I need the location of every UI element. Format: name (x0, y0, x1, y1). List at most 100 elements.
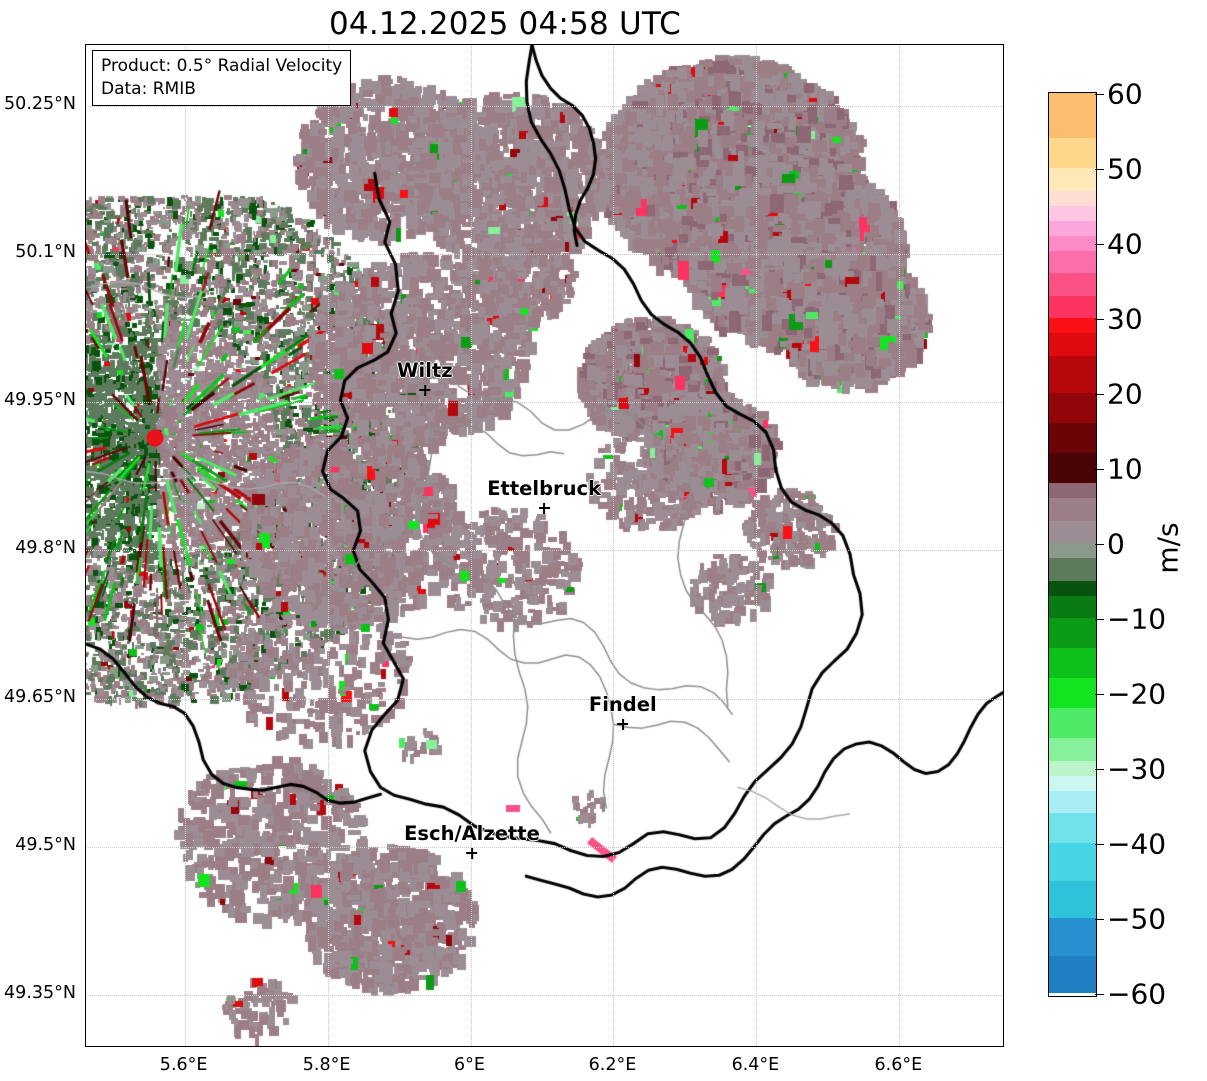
gridline-horizontal (86, 106, 1003, 108)
colorbar-segment (1049, 520, 1096, 543)
colorbar-tick (1095, 768, 1104, 770)
colorbar-segment (1049, 138, 1096, 168)
colorbar-segment (1049, 918, 1096, 956)
info-data-line: Data: RMIB (101, 78, 196, 99)
colorbar-tick (1095, 243, 1104, 245)
colorbar-segment (1049, 333, 1096, 356)
city-name: Esch/Alzette (404, 821, 540, 845)
colorbar-tick (1095, 993, 1104, 995)
gridline-horizontal (86, 846, 1003, 848)
colorbar-tick-label: −30 (1107, 752, 1167, 785)
city-label-findel: Findel (589, 693, 657, 731)
colorbar-segment (1049, 648, 1096, 678)
colorbar-tick-label: −40 (1107, 827, 1167, 860)
colorbar-segment (1049, 453, 1096, 483)
city-name: Ettelbruck (487, 477, 602, 501)
gridline-vertical (756, 45, 758, 1046)
y-axis-tick-label: 49.35°N (4, 982, 76, 1003)
city-cross-marker (487, 501, 601, 515)
product-info-box: Product: 0.5° Radial Velocity Data: RMIB (92, 50, 352, 107)
city-label-esch-alzette: Esch/Alzette (404, 822, 540, 860)
colorbar-unit-label: m/s (1151, 522, 1185, 574)
city-cross-marker (397, 383, 453, 397)
colorbar-tick (1095, 693, 1104, 695)
colorbar-segment (1049, 843, 1096, 881)
city-cross-marker (589, 717, 657, 731)
colorbar-tick (1095, 543, 1104, 545)
x-axis-tick-label: 6°E (454, 1055, 485, 1075)
x-axis-tick-label: 6.6°E (874, 1055, 923, 1075)
y-axis-tick-label: 49.65°N (4, 686, 76, 707)
gridline-horizontal (86, 994, 1003, 996)
city-label-wiltz: Wiltz (397, 359, 453, 397)
colorbar-segment (1049, 775, 1096, 791)
map-plot-area[interactable]: Wiltz Ettelbruck Findel Esch/Alzette (85, 44, 1004, 1047)
colorbar-segment (1049, 595, 1096, 618)
y-axis-tick-label: 50.25°N (4, 94, 76, 115)
city-cross-marker (404, 846, 540, 860)
gridline-horizontal (86, 550, 1003, 552)
y-axis-tick-label: 49.8°N (15, 538, 76, 559)
colorbar-tick (1095, 468, 1104, 470)
y-axis-tick-label: 50.1°N (15, 242, 76, 263)
gridline-horizontal (86, 698, 1003, 700)
colorbar-tick (1095, 843, 1104, 845)
city-label-ettelbruck: Ettelbruck (487, 477, 601, 515)
colorbar-tick-label: 50 (1107, 152, 1143, 185)
colorbar-segment (1049, 318, 1096, 333)
radar-echo-layer (86, 45, 1003, 1046)
x-axis-tick-label: 5.8°E (302, 1055, 351, 1075)
colorbar-tick-label: 0 (1107, 527, 1125, 560)
colorbar-segment (1049, 678, 1096, 708)
colorbar-tick-label: 60 (1107, 77, 1143, 110)
colorbar-segment (1049, 393, 1096, 423)
colorbar-segment (1049, 220, 1096, 236)
y-axis-tick-label: 49.5°N (15, 834, 76, 855)
colorbar (1048, 92, 1097, 997)
colorbar-tick-label: −10 (1107, 602, 1167, 635)
colorbar-tick (1095, 618, 1104, 620)
gridline-vertical (184, 45, 186, 1046)
colorbar-segment (1049, 760, 1096, 776)
colorbar-tick-label: 30 (1107, 302, 1143, 335)
colorbar-tick-label: 10 (1107, 452, 1143, 485)
colorbar-segment (1049, 423, 1096, 453)
colorbar-segment (1049, 168, 1096, 191)
gridline-vertical (327, 45, 329, 1046)
colorbar-tick-label: −20 (1107, 677, 1167, 710)
x-axis-tick-label: 6.4°E (731, 1055, 780, 1075)
colorbar-segment (1049, 483, 1096, 498)
colorbar-tick-label: 20 (1107, 377, 1143, 410)
colorbar-segment (1049, 580, 1096, 596)
radar-site-marker (146, 429, 164, 447)
gridline-vertical (470, 45, 472, 1046)
colorbar-segment (1049, 618, 1096, 648)
colorbar-segment (1049, 790, 1096, 813)
colorbar-tick (1095, 918, 1104, 920)
colorbar-segment (1049, 355, 1096, 393)
colorbar-tick-label: −50 (1107, 902, 1167, 935)
colorbar-segment (1049, 955, 1096, 993)
gridline-vertical (613, 45, 615, 1046)
colorbar-tick (1095, 318, 1104, 320)
colorbar-segment (1049, 543, 1096, 558)
info-product-line: Product: 0.5° Radial Velocity (101, 56, 343, 76)
colorbar-segment (1049, 250, 1096, 273)
colorbar-segment (1049, 880, 1096, 918)
colorbar-segment (1049, 738, 1096, 761)
colorbar-segment (1049, 190, 1096, 206)
gridline-vertical (899, 45, 901, 1046)
x-axis-tick-label: 6.2°E (588, 1055, 637, 1075)
colorbar-segment (1049, 295, 1096, 318)
page-title: 04.12.2025 04:58 UTC (329, 6, 681, 42)
colorbar-segment (1049, 205, 1096, 221)
colorbar-segment (1049, 93, 1096, 138)
colorbar-tick (1095, 93, 1104, 95)
gridline-horizontal (86, 254, 1003, 256)
colorbar-tick (1095, 393, 1104, 395)
colorbar-tick (1095, 168, 1104, 170)
colorbar-tick-label: 40 (1107, 227, 1143, 260)
city-name: Wiltz (397, 358, 453, 382)
colorbar-segment (1049, 273, 1096, 296)
